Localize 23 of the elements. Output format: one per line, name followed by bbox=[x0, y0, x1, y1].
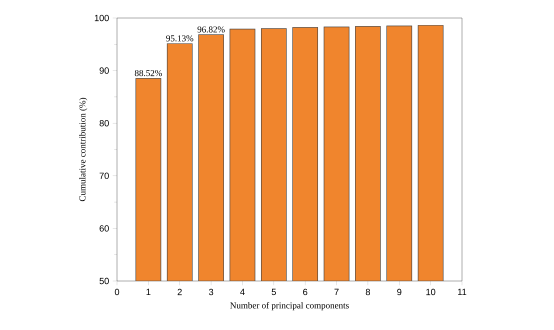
data-label: 88.52% bbox=[134, 70, 162, 76]
x-axis-title: Number of principal components bbox=[230, 302, 349, 310]
x-tick-label: 3 bbox=[208, 288, 214, 296]
x-tick-label: 4 bbox=[240, 288, 245, 295]
y-tick-label: 60 bbox=[100, 225, 109, 232]
x-tick-label: 10 bbox=[426, 288, 436, 296]
x-tick-label: 8 bbox=[366, 288, 370, 296]
x-tick-label: 9 bbox=[397, 288, 402, 296]
x-tick-label: 5 bbox=[272, 288, 276, 296]
y-tick-label: 100 bbox=[94, 14, 109, 22]
x-tick-label: 0 bbox=[114, 288, 120, 296]
y-tick-label: 80 bbox=[100, 120, 109, 126]
data-label: 95.13% bbox=[166, 35, 194, 42]
y-axis-title: Cumulative contribution (%) bbox=[79, 98, 88, 202]
y-tick-label: 70 bbox=[100, 172, 109, 179]
x-tick-label: 6 bbox=[303, 288, 308, 296]
x-tick-label: 1 bbox=[146, 288, 150, 295]
x-tick-label: 11 bbox=[458, 288, 466, 295]
data-label: 96.82% bbox=[198, 26, 225, 33]
x-tick-label: 2 bbox=[178, 288, 182, 296]
x-tick-label: 7 bbox=[334, 288, 339, 295]
y-tick-label: 90 bbox=[100, 67, 109, 74]
y-tick-label: 50 bbox=[100, 278, 109, 284]
